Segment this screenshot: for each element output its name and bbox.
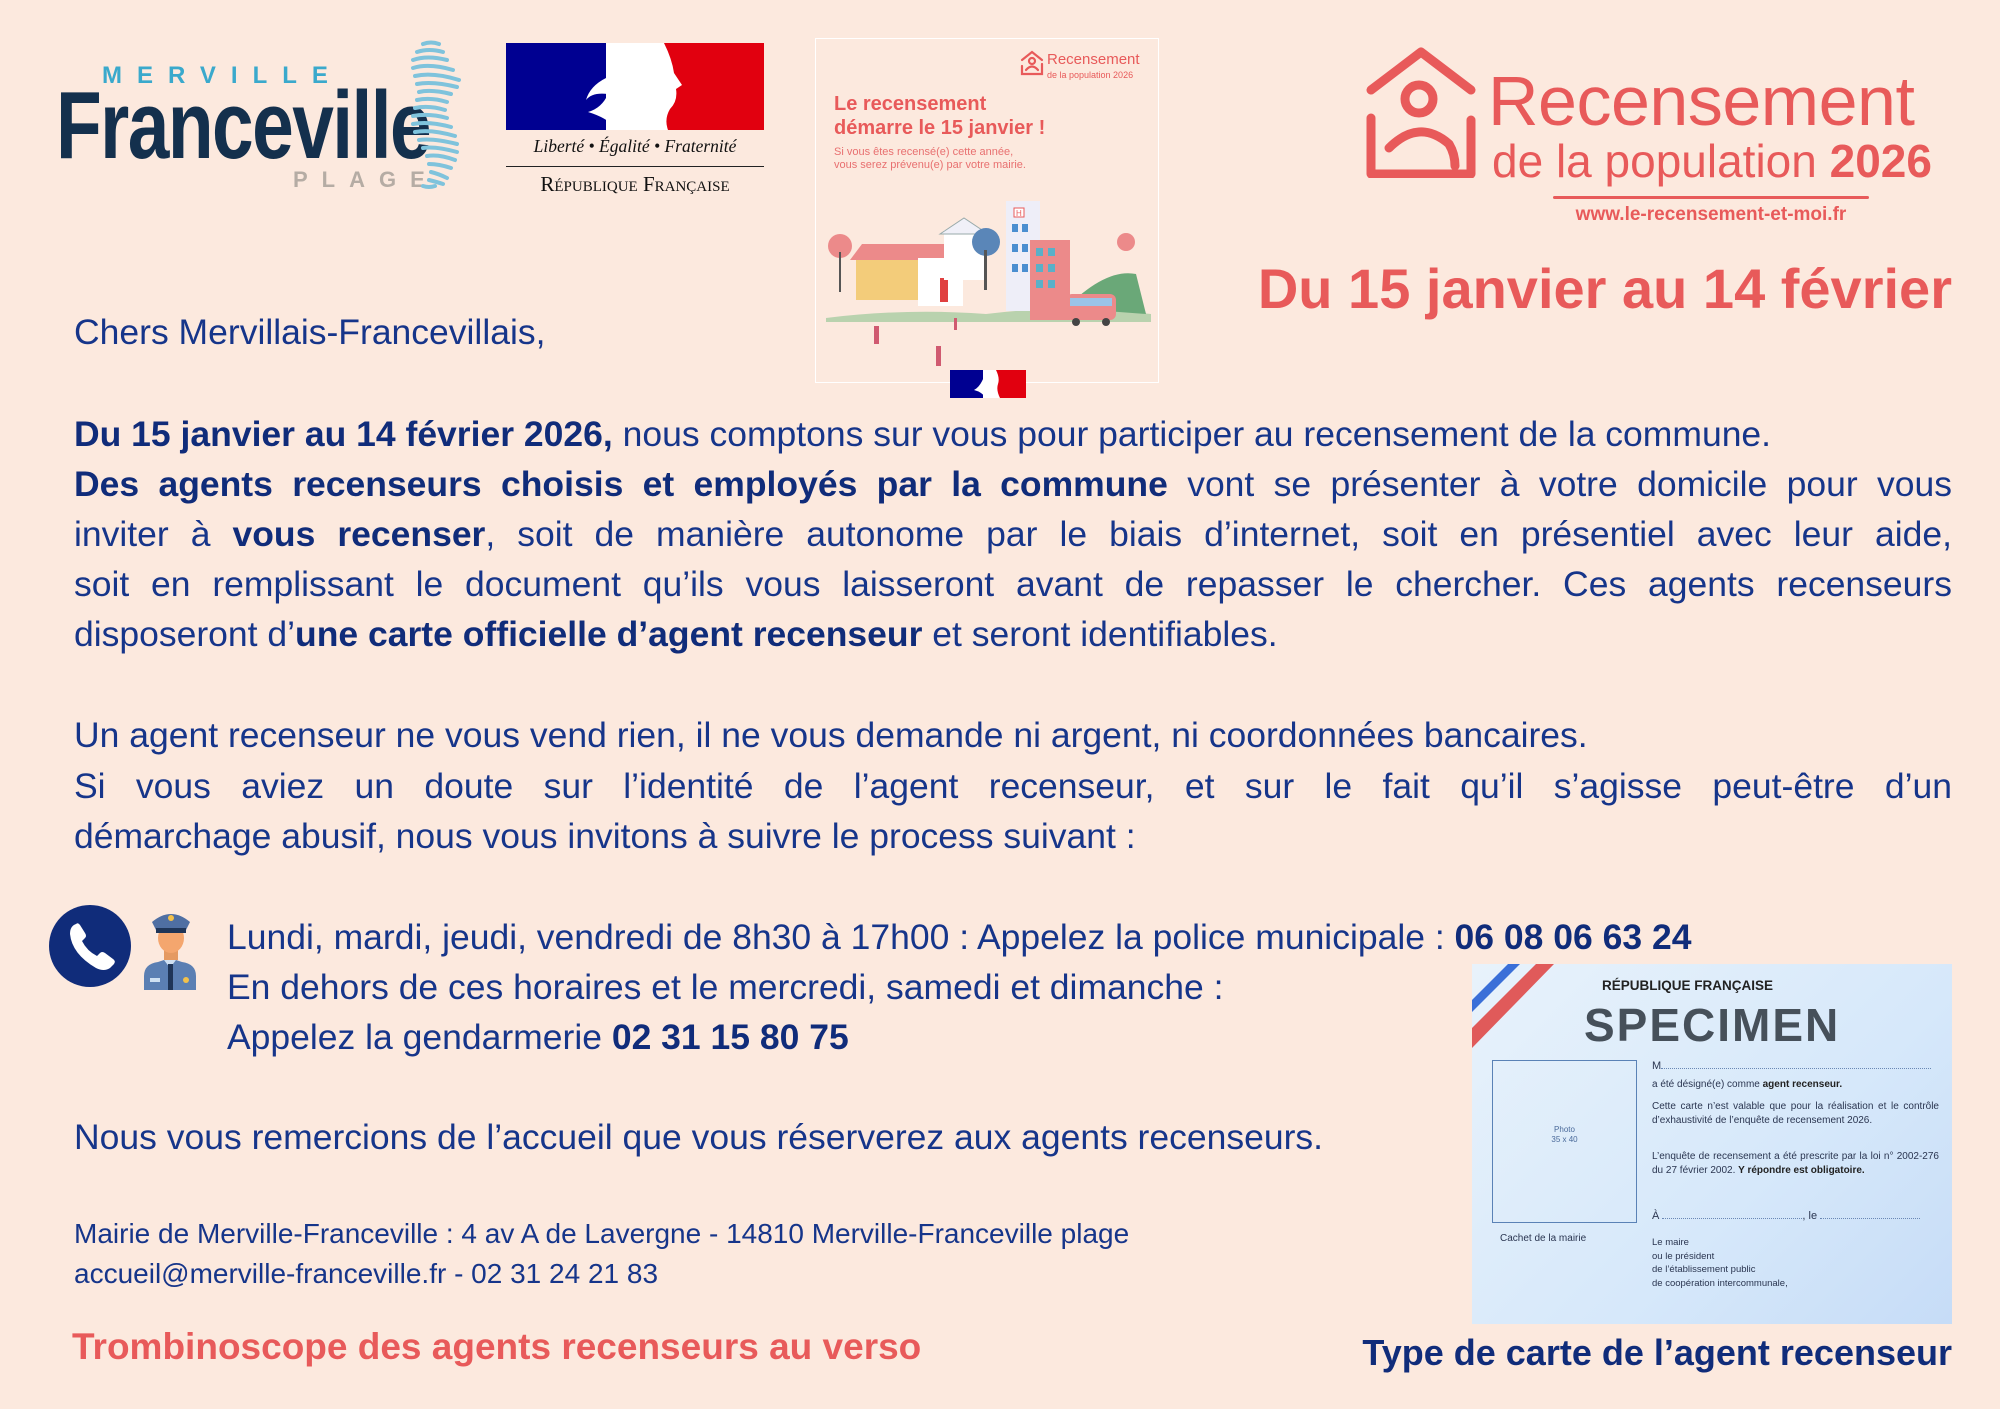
paragraph-line: Des agents recenseurs choisis et employé… xyxy=(74,464,1952,504)
poster-title-line: Le recensement xyxy=(834,93,987,115)
police-officer-icon xyxy=(144,914,196,990)
card-m-line: M xyxy=(1652,1060,1942,1074)
date-heading: Du 15 janvier au 14 février xyxy=(1257,257,1952,320)
poster-subtitle-line: Si vous êtes recensé(e) cette année, xyxy=(834,146,1014,158)
poster-title-line: démarre le 15 janvier ! xyxy=(834,117,1046,139)
rf-name: République Française xyxy=(506,166,764,196)
bold-text: Y répondre est obligatoire. xyxy=(1738,1164,1865,1176)
recensement-subtitle-text: de la population xyxy=(1492,135,1817,187)
text: nous comptons sur vous pour participer a… xyxy=(612,414,1772,454)
text: , le xyxy=(1802,1210,1818,1222)
agent-card-specimen: RÉPUBLIQUE FRANÇAISE SPECIMEN Photo 35 x … xyxy=(1472,964,1952,1324)
bold-text: une carte officielle d’agent recenseur xyxy=(295,614,923,654)
logo-franceville-text: Franceville xyxy=(56,72,432,179)
text: disposeront d’ xyxy=(74,614,296,654)
bold-text: Du 15 janvier au 14 février 2026, xyxy=(74,414,613,454)
email-phone-text[interactable]: accueil@merville-franceville.fr - 02 31 … xyxy=(74,1258,659,1289)
phone-icon xyxy=(49,905,131,987)
gendarmerie-line: Appelez la gendarmerie 02 31 15 80 75 xyxy=(227,1017,849,1057)
paragraph-line: disposeront d’une carte officielle d’age… xyxy=(74,614,1278,654)
signatory-line: de coopération intercommunale, xyxy=(1652,1277,1788,1289)
photo-size: 35 x 40 xyxy=(1551,1135,1578,1144)
signatory-line: Le maire xyxy=(1652,1237,1689,1248)
text: À xyxy=(1652,1210,1660,1222)
poster-logo-subtitle: de la population 2026 xyxy=(1047,70,1134,80)
card-place-date: À , le xyxy=(1652,1210,1942,1224)
text: et seront identifiables. xyxy=(922,614,1278,654)
hospital-sign: H xyxy=(1016,209,1022,218)
recensement-subtitle: de la population 2026 xyxy=(1492,136,1932,186)
card-designated: a été désigné(e) comme agent recenseur. xyxy=(1652,1078,1942,1092)
card-caption: Type de carte de l’agent recenseur xyxy=(1362,1332,1952,1373)
census-house-icon xyxy=(1366,47,1476,178)
bold-text: Des agents recenseurs choisis et employé… xyxy=(74,464,1168,504)
photo-label-text: Photo xyxy=(1554,1125,1575,1134)
signatory-line: ou le président xyxy=(1652,1250,1715,1262)
bold-text: vous recenser xyxy=(232,514,486,554)
card-law: L’enquête de recensement a été prescrite… xyxy=(1652,1150,1939,1177)
poster-logo-title: Recensement xyxy=(1047,51,1140,68)
recensement-url-link[interactable]: www.le-recensement-et-moi.fr xyxy=(1575,204,1847,225)
poster-title: Le recensement démarre le 15 janvier ! xyxy=(834,92,1045,140)
recensement-year: 2026 xyxy=(1829,135,1932,187)
greeting: Chers Mervillais-Francevillais, xyxy=(74,312,546,352)
text: M xyxy=(1652,1060,1662,1072)
paragraph-line: inviter à vous recenser, soit de manière… xyxy=(74,514,1952,554)
rf-motto: Liberté • Égalité • Fraternité xyxy=(533,136,737,156)
police-hours-line: Lundi, mardi, jeudi, vendredi de 8h30 à … xyxy=(227,917,1691,957)
poster-subtitle: Si vous êtes recensé(e) cette année, vou… xyxy=(834,146,1026,172)
paragraph-line: soit en remplissant le document qu’ils v… xyxy=(74,564,1952,604)
text: vont se présenter à votre domicile pour … xyxy=(1167,464,1952,504)
town-illustration: H xyxy=(826,201,1151,366)
off-hours-line: En dehors de ces horaires et le mercredi… xyxy=(227,967,1224,1007)
marianne-flag-icon xyxy=(506,43,764,130)
text: inviter à xyxy=(74,514,233,554)
gendarmerie-phone-link[interactable]: 02 31 15 80 75 xyxy=(611,1017,849,1057)
text: , soit de manière autonome par le biais … xyxy=(485,514,1952,554)
poster-subtitle-line: vous serez prévenu(e) par votre mairie. xyxy=(834,159,1026,171)
stamp-label: Cachet de la mairie xyxy=(1500,1233,1587,1244)
logo-plage-text: PLAGE xyxy=(293,167,439,192)
text: L’enquête de recensement a été prescrite… xyxy=(1652,1151,1939,1176)
card-validity: Cette carte n’est valable que pour la ré… xyxy=(1652,1101,1939,1126)
census-house-icon xyxy=(1020,50,1044,76)
logo-merville-text: MERVILLE xyxy=(102,62,343,89)
text: Appelez la gendarmerie xyxy=(227,1017,612,1057)
trombinoscope-note: Trombinoscope des agents recenseurs au v… xyxy=(72,1326,922,1367)
seahorse-icon xyxy=(411,40,461,189)
thanks-text: Nous vous remercions de l’accueil que vo… xyxy=(74,1117,1324,1157)
address-text: Mairie de Merville-Franceville : 4 av A … xyxy=(74,1218,1130,1249)
police-phone-link[interactable]: 06 08 06 63 24 xyxy=(1454,917,1692,957)
tricolor-stripe xyxy=(1472,964,1554,1048)
paragraph-line: Du 15 janvier au 14 février 2026, nous c… xyxy=(74,414,1771,454)
divider xyxy=(1553,196,1869,199)
card-signatory: Le maire ou le président de l’établissem… xyxy=(1652,1236,1788,1290)
card-header: RÉPUBLIQUE FRANÇAISE xyxy=(1602,978,1774,993)
photo-box: Photo 35 x 40 xyxy=(1492,1060,1637,1223)
paragraph-line: Si vous aviez un doute sur l’identité de… xyxy=(74,766,1952,806)
photo-label: Photo 35 x 40 xyxy=(1493,1125,1636,1145)
text: Lundi, mardi, jeudi, vendredi de 8h30 à … xyxy=(227,917,1455,957)
bold-text: agent recenseur. xyxy=(1762,1079,1843,1090)
paragraph-line: démarchage abusif, nous vous invitons à … xyxy=(74,816,1136,856)
paragraph-line: Un agent recenseur ne vous vend rien, il… xyxy=(74,715,1588,755)
text: a été désigné(e) comme xyxy=(1652,1079,1763,1090)
recensement-title: Recensement xyxy=(1488,62,1915,140)
signatory-line: de l’établissement public xyxy=(1652,1264,1756,1275)
specimen-watermark: SPECIMEN xyxy=(1584,999,1841,1051)
marianne-flag-icon xyxy=(950,370,1026,398)
